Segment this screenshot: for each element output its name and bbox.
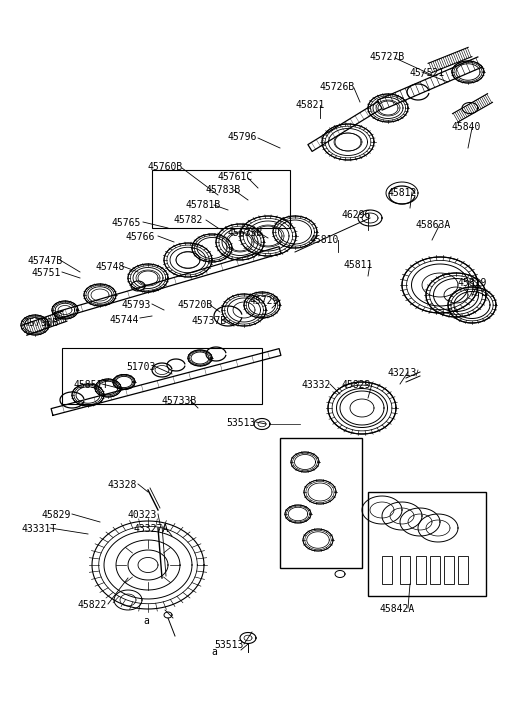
- Text: 45842A: 45842A: [380, 604, 415, 614]
- Text: 43332: 43332: [302, 380, 331, 390]
- Bar: [152, 170, 290, 228]
- Text: 45829: 45829: [342, 380, 371, 390]
- Text: 45782: 45782: [173, 215, 202, 225]
- Text: 45819: 45819: [458, 278, 487, 288]
- Text: 45747B: 45747B: [28, 256, 63, 266]
- Text: 45/521: 45/521: [410, 68, 446, 78]
- Text: a: a: [143, 616, 149, 626]
- Text: 45840: 45840: [452, 122, 482, 132]
- Bar: [62, 348, 262, 404]
- Text: 45760B: 45760B: [148, 162, 183, 172]
- Text: 45781B: 45781B: [185, 200, 220, 210]
- Text: 45783B: 45783B: [205, 185, 240, 195]
- Text: 45790B: 45790B: [24, 318, 59, 328]
- Text: 45744: 45744: [110, 315, 139, 325]
- Bar: [416, 556, 426, 584]
- Text: 51703: 51703: [126, 362, 156, 372]
- Bar: [368, 492, 486, 596]
- Text: 43331T: 43331T: [22, 524, 57, 534]
- Text: 45720B: 45720B: [178, 300, 213, 310]
- Text: 43213: 43213: [388, 368, 417, 378]
- Text: 45821: 45821: [295, 100, 324, 110]
- Text: 45748: 45748: [96, 262, 125, 272]
- Text: 45737B: 45737B: [192, 316, 227, 326]
- Text: 45810: 45810: [310, 235, 339, 245]
- Bar: [444, 556, 454, 584]
- Text: 43328: 43328: [108, 480, 138, 490]
- Text: 43327A: 43327A: [134, 524, 169, 534]
- Bar: [430, 556, 440, 584]
- Bar: [280, 438, 362, 568]
- Text: 45765: 45765: [112, 218, 141, 228]
- Text: a: a: [211, 647, 217, 657]
- Text: 45751: 45751: [32, 268, 62, 278]
- Text: 45811: 45811: [344, 260, 373, 270]
- Text: 45793: 45793: [122, 300, 151, 310]
- Text: 45726B: 45726B: [320, 82, 355, 92]
- Text: 45761C: 45761C: [218, 172, 253, 182]
- Text: 45851T: 45851T: [74, 380, 109, 390]
- Text: 45863A: 45863A: [416, 220, 451, 230]
- Text: 45829: 45829: [42, 510, 71, 520]
- Bar: [400, 556, 410, 584]
- Text: 45733B: 45733B: [162, 396, 197, 406]
- Text: 45796: 45796: [228, 132, 258, 142]
- Text: 53513: 53513: [214, 640, 243, 650]
- Text: 45729: 45729: [250, 296, 279, 306]
- Text: 45635B: 45635B: [228, 228, 263, 238]
- Text: 53513: 53513: [226, 418, 255, 428]
- Text: 45822: 45822: [78, 600, 107, 610]
- Bar: [458, 556, 468, 584]
- Bar: [382, 556, 392, 584]
- Text: 40323: 40323: [128, 510, 157, 520]
- Text: 45812: 45812: [388, 188, 417, 198]
- Text: 46296: 46296: [342, 210, 371, 220]
- Text: 45727B: 45727B: [370, 52, 405, 62]
- Text: 45766: 45766: [126, 232, 156, 242]
